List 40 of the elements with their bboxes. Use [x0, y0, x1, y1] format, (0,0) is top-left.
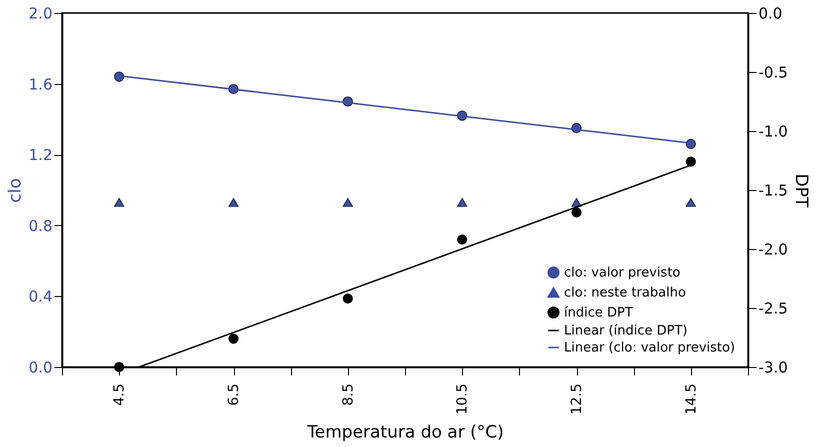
x-axis-title: Temperatura do ar (°C) — [306, 422, 504, 443]
legend-label: Linear (clo: valor previsto) — [564, 340, 736, 356]
y-tick-label: 1.6 — [28, 75, 52, 94]
legend-label: clo: valor previsto — [564, 266, 680, 280]
y-tick-label: 2.0 — [28, 4, 52, 22]
point — [457, 198, 468, 207]
point — [228, 334, 239, 344]
point — [457, 234, 468, 245]
point — [571, 207, 582, 218]
legend-label: clo: neste trabalho — [564, 286, 686, 300]
y2-tick-label: -3.0 — [758, 358, 788, 376]
x-tick-label: 6.5 — [226, 384, 242, 406]
y2-axis-title: DPT — [790, 174, 811, 208]
legend-label: índice DPT — [564, 306, 633, 320]
point — [686, 156, 696, 167]
point — [342, 294, 353, 304]
y-tick-label: 0.0 — [28, 358, 52, 376]
x-tick-label: 10.5 — [454, 384, 471, 415]
point — [114, 362, 124, 372]
point — [228, 198, 239, 207]
x-tick-label: 8.5 — [340, 384, 356, 406]
legend-label: Linear (índice DPT) — [564, 324, 688, 338]
y2-tick-label: -2.5 — [758, 300, 788, 318]
x-tick-label: 14.5 — [683, 384, 700, 415]
point — [114, 72, 124, 82]
x-tick-label: 12.5 — [569, 384, 585, 415]
y2-tick-label: -1.0 — [758, 122, 788, 140]
point — [686, 138, 696, 150]
point — [342, 198, 353, 207]
point — [114, 198, 124, 207]
point — [686, 198, 696, 207]
y2-tick-label: -2.0 — [758, 240, 788, 258]
y2-tick-label: 0.0 — [758, 4, 782, 22]
y-tick-label: 1.2 — [28, 146, 52, 164]
x-tick-label: 4.5 — [112, 384, 128, 406]
y-tick-label: 0.8 — [28, 216, 52, 235]
y2-tick-label: -1.5 — [758, 182, 788, 200]
y2-tick-label: -0.5 — [758, 64, 788, 82]
y-tick-label: 0.4 — [28, 288, 52, 306]
y-axis-title: clo — [6, 178, 26, 203]
